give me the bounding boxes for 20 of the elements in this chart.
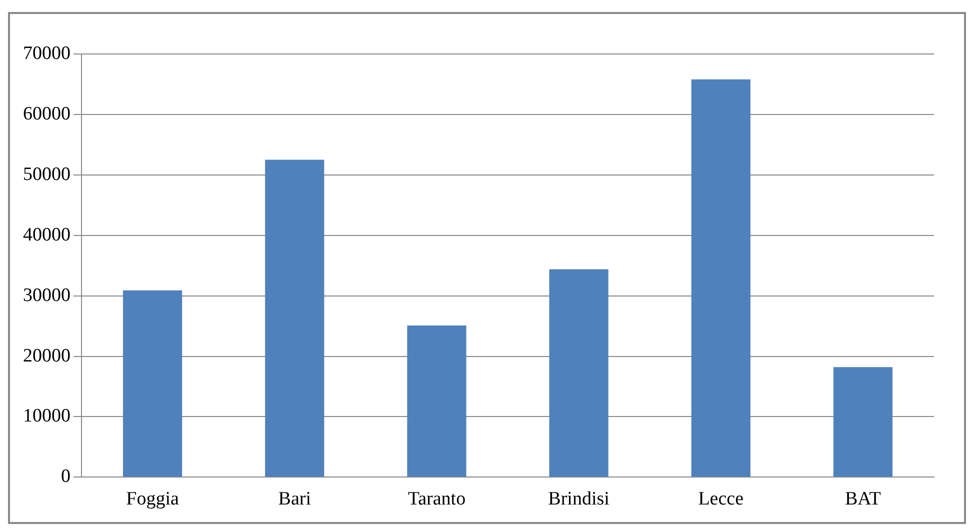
- y-tick-label: 20000: [23, 345, 70, 366]
- x-tick-label: BAT: [845, 488, 882, 510]
- x-tick-label: Bari: [278, 488, 311, 510]
- bar: [122, 290, 182, 477]
- y-tick-label: 70000: [23, 42, 70, 64]
- y-tick-label: 10000: [23, 406, 70, 427]
- x-tick-label: Brindisi: [548, 488, 610, 510]
- bar: [549, 269, 608, 477]
- x-tick-label: Taranto: [408, 488, 466, 510]
- x-tick-label: Lecce: [698, 488, 744, 510]
- bar: [833, 367, 893, 477]
- y-tick-label: 50000: [23, 164, 70, 185]
- bar: [407, 325, 466, 477]
- y-tick-label: 40000: [23, 224, 70, 246]
- bar: [265, 160, 324, 477]
- x-tick-label: Foggia: [126, 488, 180, 510]
- y-tick-label: 30000: [23, 284, 70, 306]
- y-tick-label: 60000: [23, 103, 70, 124]
- y-tick-label: 0: [61, 466, 70, 488]
- bar: [691, 79, 750, 477]
